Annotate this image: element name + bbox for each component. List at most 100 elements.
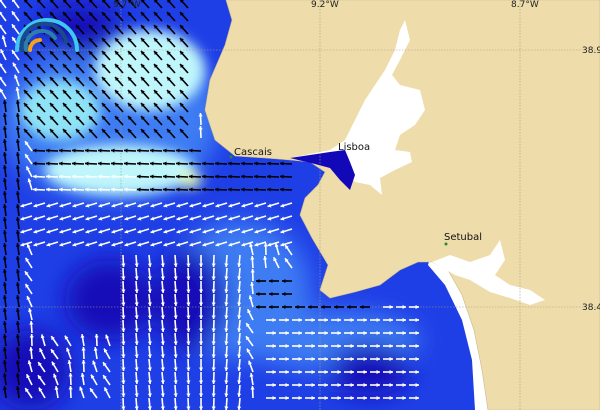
current-arrow-head <box>337 317 341 323</box>
current-arrow-head <box>50 129 54 133</box>
current-arrow-head <box>282 304 286 310</box>
current-arrow-head <box>115 103 119 107</box>
current-arrow-head <box>254 187 258 192</box>
current-arrow-head <box>20 216 25 221</box>
current-arrow-head <box>160 380 165 384</box>
current-arrow-head <box>198 380 204 384</box>
current-arrow-head <box>26 243 31 248</box>
current-arrow-head <box>173 393 178 397</box>
place-cascais[interactable]: Cascais <box>234 147 272 158</box>
current-arrow-head <box>389 343 393 349</box>
current-arrow-head <box>154 116 158 120</box>
current-arrow-head <box>224 302 229 306</box>
current-arrow-head <box>104 387 108 392</box>
current-arrow-head <box>402 304 406 310</box>
current-arrow-head <box>89 25 93 29</box>
current-arrow-head <box>147 341 152 345</box>
current-arrow-head <box>128 64 132 68</box>
current-arrow-head <box>274 243 279 248</box>
current-arrow-head <box>254 242 259 247</box>
place-lisboa[interactable]: Lisboa <box>338 142 370 153</box>
current-arrow-head <box>2 139 7 143</box>
current-arrow-head <box>2 373 7 377</box>
current-arrow-head <box>376 382 380 388</box>
current-arrow-head <box>50 77 54 81</box>
current-arrow-head <box>98 187 102 192</box>
current-arrow-head <box>180 51 184 55</box>
lon-label: 8.7°W <box>511 0 539 10</box>
current-arrow-head <box>363 356 367 362</box>
current-arrow-head <box>15 217 20 221</box>
current-arrow-head <box>272 395 276 401</box>
current-arrow-head <box>90 374 95 379</box>
current-arrow-head <box>147 393 152 397</box>
current-arrow-head <box>285 343 289 349</box>
current-arrow-head <box>189 216 194 221</box>
current-arrow-head <box>147 289 152 293</box>
current-arrow-head <box>128 90 132 94</box>
current-arrow-head <box>198 302 204 306</box>
current-arrow-head <box>89 64 93 68</box>
current-arrow-head <box>124 148 128 153</box>
current-arrow-head <box>254 216 259 221</box>
current-arrow-head <box>0 76 3 80</box>
current-arrow-head <box>154 12 158 16</box>
current-arrow-head <box>173 289 178 293</box>
current-arrow-head <box>85 174 89 179</box>
current-arrow-head <box>228 161 232 166</box>
current-arrow-head <box>154 0 158 3</box>
place-setubal[interactable]: Setubal <box>444 232 482 243</box>
current-arrow-head <box>285 330 289 336</box>
current-arrow-head <box>20 203 25 208</box>
current-arrow-head <box>24 271 29 276</box>
current-arrow-head <box>163 242 168 247</box>
current-arrow-head <box>98 216 103 221</box>
current-arrow-head <box>81 347 86 351</box>
current-arrow-head <box>389 330 393 336</box>
current-arrow-head <box>237 380 242 384</box>
current-arrow-head <box>98 148 102 153</box>
current-arrow-head <box>63 51 67 55</box>
current-arrow-head <box>2 126 7 130</box>
current-arrow-head <box>167 64 171 68</box>
current-arrow-head <box>15 334 20 338</box>
current-arrow-head <box>115 51 119 55</box>
current-arrow-head <box>267 161 271 166</box>
current-arrow-head <box>137 229 142 234</box>
current-arrow-head <box>29 334 34 338</box>
current-arrow-head <box>150 203 155 208</box>
current-arrow-head <box>163 203 168 208</box>
current-arrow-head <box>154 77 158 81</box>
current-arrow-head <box>237 354 242 358</box>
current-arrow-head <box>141 103 145 107</box>
current-arrow-head <box>46 216 51 221</box>
current-arrow-head <box>363 395 367 401</box>
current-arrow-head <box>267 229 272 234</box>
current-arrow-head <box>24 51 28 55</box>
current-arrow-head <box>147 263 152 267</box>
current-arrow-head <box>102 103 106 107</box>
current-arrow-head <box>198 393 204 397</box>
current-arrow-head <box>121 393 126 397</box>
current-arrow-head <box>2 165 7 169</box>
current-arrow-head <box>215 174 219 179</box>
current-arrow-head <box>76 51 80 55</box>
current-arrow-head <box>124 161 128 166</box>
current-arrow-head <box>76 0 80 3</box>
current-arrow-head <box>0 63 3 67</box>
current-arrow-head <box>29 321 34 325</box>
current-arrow-head <box>280 242 285 247</box>
current-arrow-head <box>246 348 251 353</box>
current-arrow-head <box>134 367 139 371</box>
current-arrow-head <box>202 229 207 234</box>
current-arrow-head <box>180 0 184 3</box>
current-arrow-head <box>29 347 34 351</box>
current-arrow-head <box>15 87 20 91</box>
current-arrow-head <box>350 317 354 323</box>
current-arrow-head <box>160 328 165 332</box>
current-arrow-head <box>402 343 406 349</box>
current-arrow-head <box>137 187 141 192</box>
current-arrow-head <box>46 187 50 192</box>
current-arrow-head <box>237 302 242 306</box>
